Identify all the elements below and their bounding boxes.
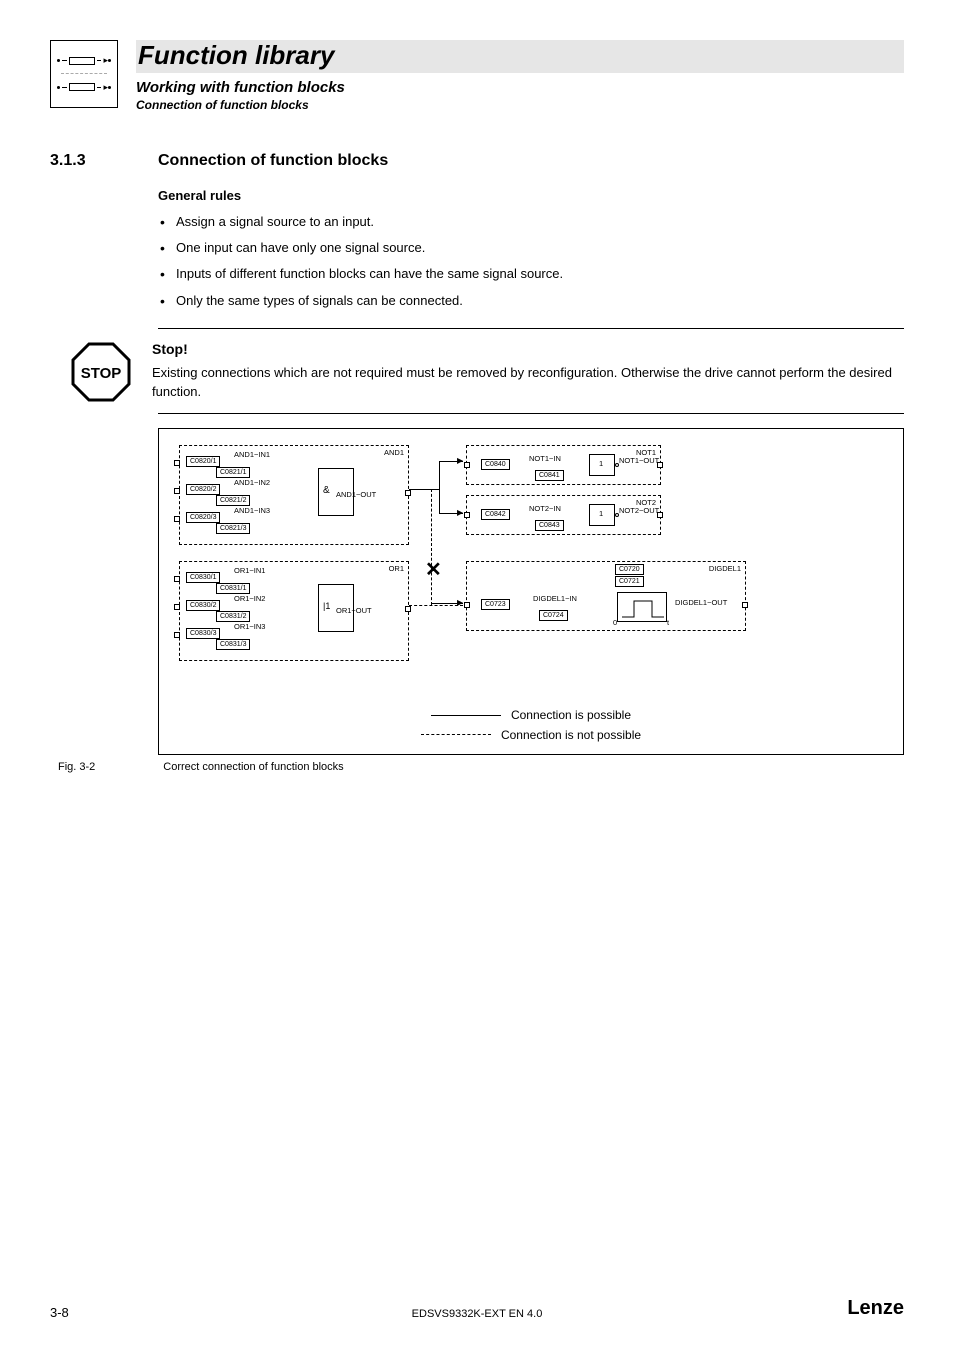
rule-item: Inputs of different function blocks can … [158,265,904,283]
page-title: Function library [136,40,904,71]
page-footer: 3-8 EDSVS9332K-EXT EN 4.0 Lenze [50,1297,904,1320]
invalid-connection-x-icon: ✕ [425,557,442,582]
page-subtitle-1: Working with function blocks [136,79,904,96]
figure-number: Fig. 3-2 [58,761,95,773]
and1-label: AND1 [384,448,404,457]
digdel1-label: DIGDEL1 [709,564,741,573]
header-fb-icon: ▸ ▸ [50,40,118,108]
function-block-diagram: AND1 AND1−IN1 C0820/1 C0821/1 AND1−IN2 C… [158,428,904,755]
figure-caption: Correct connection of function blocks [163,761,343,773]
or1-label: OR1 [389,564,404,573]
rules-heading: General rules [158,188,904,203]
stop-body: Existing connections which are not requi… [152,363,900,402]
legend-possible: Connection is possible [511,708,631,722]
stop-icon: STOP [70,341,132,403]
svg-text:STOP: STOP [81,365,122,382]
stop-callout: STOP Stop! Existing connections which ar… [50,341,904,403]
page-number: 3-8 [50,1305,69,1320]
stop-heading: Stop! [152,341,900,357]
divider [158,328,904,329]
rule-item: Only the same types of signals can be co… [158,292,904,310]
divider [158,413,904,414]
section-title: Connection of function blocks [158,152,388,170]
page-header: ▸ ▸ Function library Working with functi… [50,40,904,112]
page-subtitle-2: Connection of function blocks [136,98,904,112]
legend-not-possible: Connection is not possible [501,728,641,742]
rule-item: Assign a signal source to an input. [158,213,904,231]
diagram-legend: Connection is possible Connection is not… [171,705,891,744]
document-id: EDSVS9332K-EXT EN 4.0 [412,1308,543,1320]
section-number: 3.1.3 [50,152,118,170]
rules-list: Assign a signal source to an input. One … [158,213,904,310]
brand-logo: Lenze [847,1297,904,1320]
rule-item: One input can have only one signal sourc… [158,239,904,257]
section-heading-row: 3.1.3 Connection of function blocks [50,152,904,170]
